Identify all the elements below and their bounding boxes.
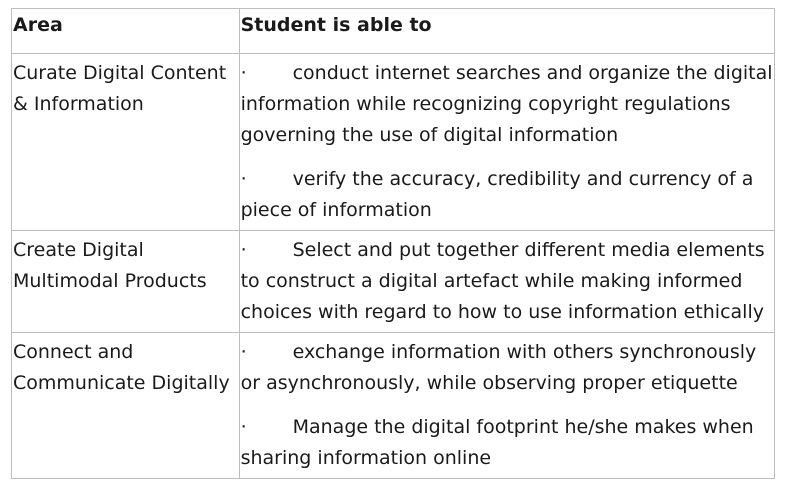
bullet-text: exchange information with others synchro… [240, 341, 757, 394]
header-area: Area [11, 8, 240, 54]
table-header-row: Area Student is able to [11, 8, 776, 54]
bullet-text: verify the accuracy, credibility and cur… [240, 168, 754, 221]
bullet-item: · exchange information with others synchr… [241, 337, 774, 399]
area-cell: Curate Digital Content & Information [11, 53, 240, 231]
bullet-item: · Manage the digital footprint he/she mak… [241, 412, 774, 474]
bullet-dot: · [240, 168, 247, 190]
bullet-item: · conduct internet searches and organize … [241, 58, 774, 151]
bullet-text: conduct internet searches and organize t… [240, 62, 773, 146]
description-cell: · Select and put together different media… [238, 230, 776, 333]
area-label: Create Digital Multimodal Products [13, 239, 207, 292]
bullet-dot: · [240, 62, 247, 84]
area-cell: Create Digital Multimodal Products [11, 230, 240, 333]
area-label: Connect and Communicate Digitally [13, 341, 230, 394]
area-label: Curate Digital Content & Information [13, 62, 227, 115]
bullet-item: · Select and put together different media… [241, 235, 774, 328]
bullet-text: Select and put together different media … [240, 239, 765, 323]
bullet-dot: · [240, 341, 247, 363]
table-row: Curate Digital Content & Information · co… [11, 53, 776, 231]
skills-table: Area Student is able to Curate Digital C… [11, 8, 776, 479]
description-cell: · conduct internet searches and organize … [238, 53, 776, 231]
bullet-item: · verify the accuracy, credibility and cu… [241, 164, 774, 226]
bullet-dot: · [240, 416, 247, 438]
area-cell: Connect and Communicate Digitally [11, 332, 240, 479]
description-cell: · exchange information with others synchr… [238, 332, 776, 479]
bullet-text: Manage the digital footprint he/she make… [240, 416, 754, 469]
table-row: Create Digital Multimodal Products · Sele… [11, 230, 776, 333]
header-student-able-to: Student is able to [238, 8, 776, 54]
table-row: Connect and Communicate Digitally · excha… [11, 332, 776, 479]
bullet-dot: · [240, 239, 247, 261]
